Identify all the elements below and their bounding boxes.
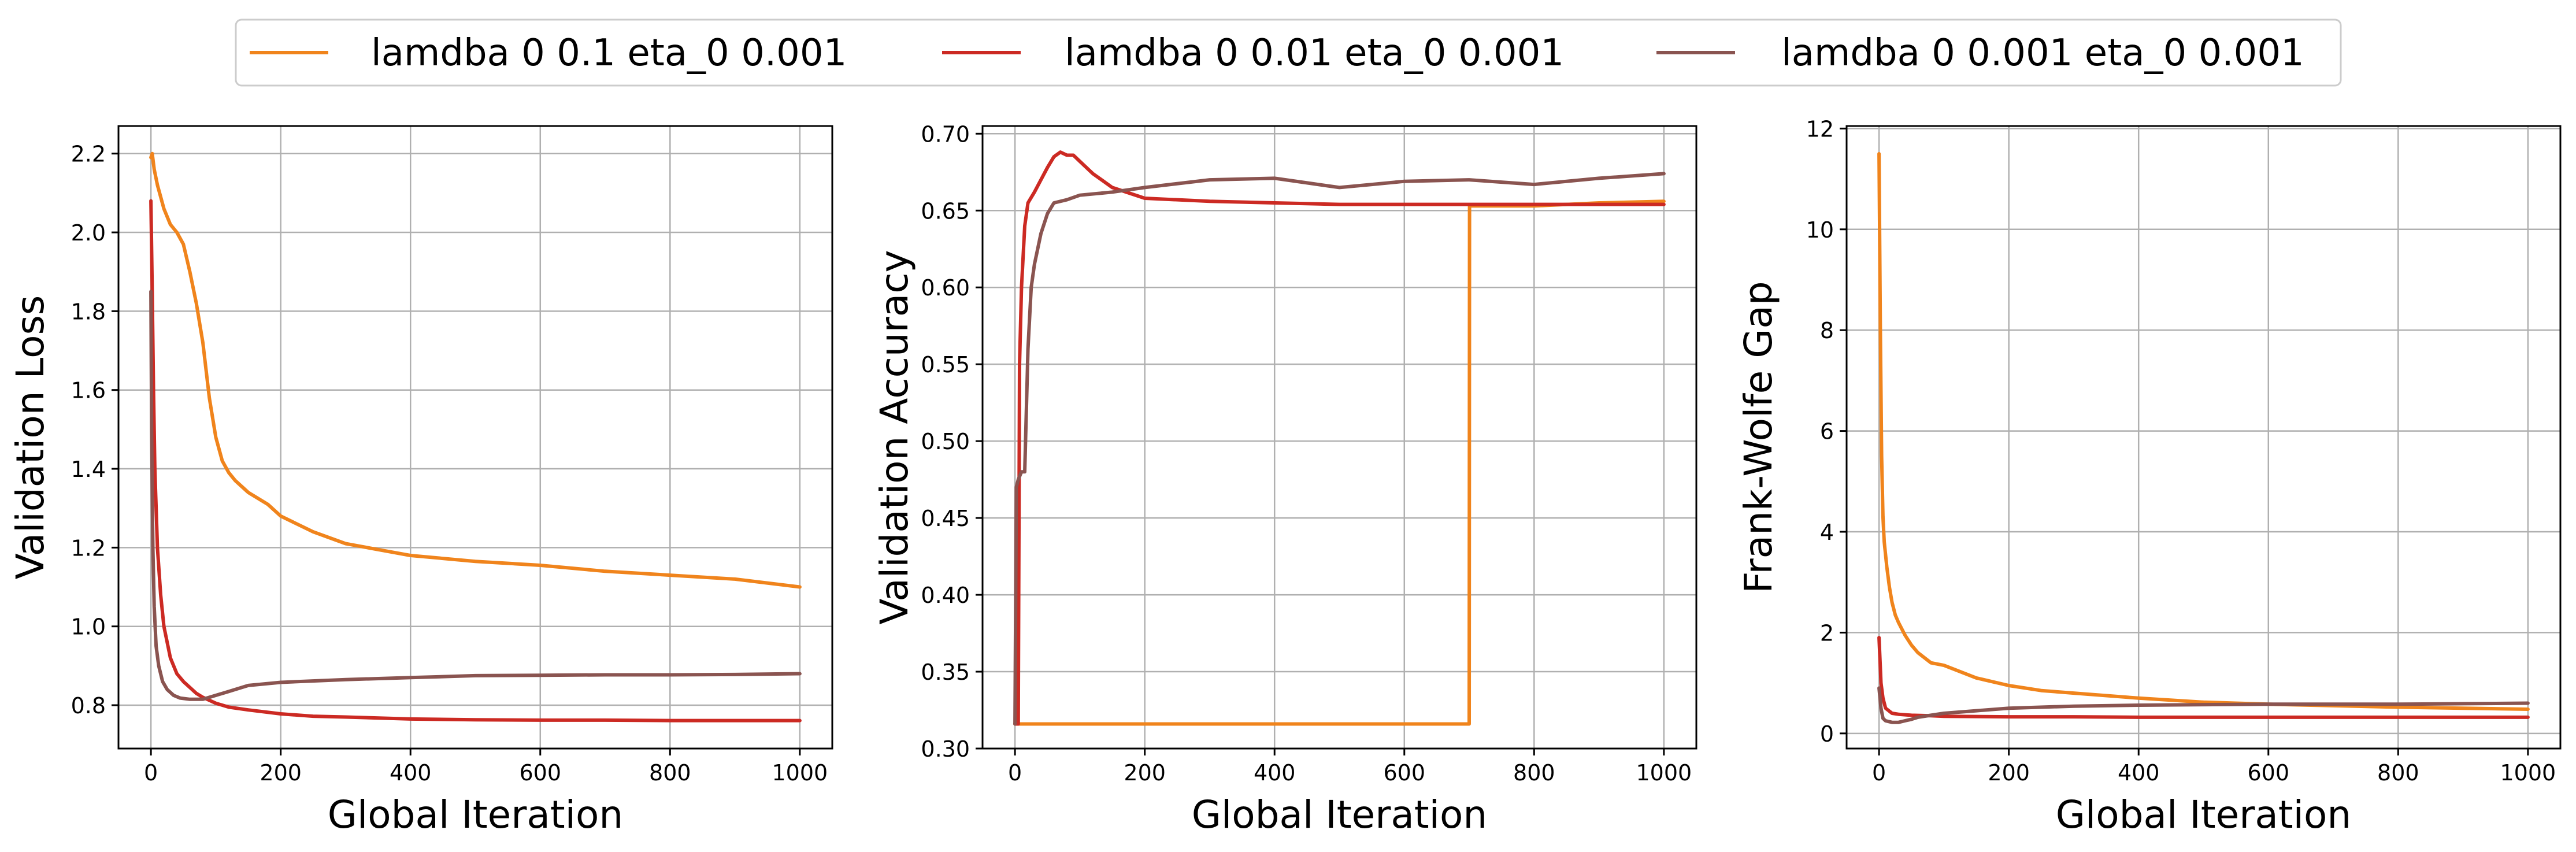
legend-label-1: lamdba 0 0.01 eta_0 0.001 [1065,32,1564,75]
axes-frame [1845,125,2562,750]
x-tick-label-5: 1000 [772,760,828,786]
chart-validation-loss: 0 200 400 600 800 1000 0.8 1.0 1.2 1.4 1.6 1.8 2.0 2.… [8,125,833,837]
axes-frame [117,125,833,750]
legend-label-0: lamdba 0 0.1 eta_0 0.001 [371,32,847,75]
series-line-1 [149,199,802,723]
x-tick-label-3: 600 [2248,760,2290,786]
y-tick-label-6: 2.0 [71,220,106,246]
chart-validation-accuracy: 0 200 400 600 800 1000 0.30 0.35 0.40 0.45 0.50 0.5… [872,121,1697,837]
y-tick-label-4: 1.6 [71,378,106,403]
y-tick-label-4: 0.50 [921,429,970,454]
y-tick-label-0: 0.30 [921,736,970,762]
x-tick-label-1: 200 [260,760,302,786]
y-tick-label-3: 0.45 [921,506,970,531]
x-axis-label: Global Iteration [2056,792,2351,837]
x-tick-label-0: 0 [144,760,158,786]
x-tick-label-5: 1000 [1636,760,1692,786]
series-line-0 [149,151,802,589]
series-line-1 [1013,150,1666,726]
y-tick-label-4: 8 [1820,318,1834,343]
x-tick-label-0: 0 [1008,760,1022,786]
series-line-1 [1877,636,2530,719]
legend-label-2: lamdba 0 0.001 eta_0 0.001 [1781,32,2304,75]
y-tick-label-1: 2 [1820,620,1834,646]
legend: lamdba 0 0.1 eta_0 0.001 lamdba 0 0.01 e… [235,18,2342,87]
y-tick-label-7: 0.65 [921,198,970,224]
y-tick-label-7: 2.2 [71,142,106,167]
y-tick-label-0: 0.8 [71,693,106,718]
chart-frank-wolfe-gap: 0 200 400 600 800 1000 0 2 4 6 8 10 12 Global Iterati… [1736,116,2562,837]
y-tick-label-2: 4 [1820,520,1834,545]
y-tick-label-8: 0.70 [921,121,970,147]
y-tick-label-1: 0.35 [921,660,970,685]
x-tick-label-0: 0 [1872,760,1886,786]
x-axis-label: Global Iteration [328,792,623,837]
y-tick-label-6: 0.60 [921,275,970,301]
x-axis-label: Global Iteration [1192,792,1487,837]
x-tick-label-3: 600 [520,760,562,786]
y-axis-label: Validation Accuracy [872,250,917,624]
x-tick-label-4: 800 [649,760,691,786]
y-tick-label-5: 10 [1806,217,1834,243]
axes-frame [981,125,1697,750]
x-tick-label-5: 1000 [2500,760,2556,786]
x-tick-label-2: 400 [1254,760,1296,786]
x-tick-label-2: 400 [2118,760,2160,786]
y-tick-label-2: 1.2 [71,535,106,561]
series-line-2 [1877,686,2530,724]
y-tick-label-3: 6 [1820,419,1834,444]
y-tick-label-5: 0.55 [921,352,970,377]
x-tick-label-3: 600 [1384,760,1426,786]
y-tick-label-2: 0.40 [921,583,970,608]
legend-frame [235,18,2342,87]
y-tick-label-3: 1.4 [71,457,106,482]
y-tick-label-5: 1.8 [71,299,106,324]
x-tick-label-1: 200 [1988,760,2030,786]
x-tick-label-4: 800 [1513,760,1555,786]
y-axis-label: Validation Loss [8,295,53,580]
y-tick-label-6: 12 [1806,116,1834,142]
series-line-2 [1013,172,1666,726]
y-tick-label-1: 1.0 [71,614,106,640]
x-tick-label-4: 800 [2377,760,2419,786]
y-tick-label-0: 0 [1820,721,1834,747]
x-tick-label-1: 200 [1124,760,1166,786]
x-tick-label-2: 400 [390,760,432,786]
y-axis-label: Frank-Wolfe Gap [1736,281,1781,593]
series-line-2 [149,290,802,701]
